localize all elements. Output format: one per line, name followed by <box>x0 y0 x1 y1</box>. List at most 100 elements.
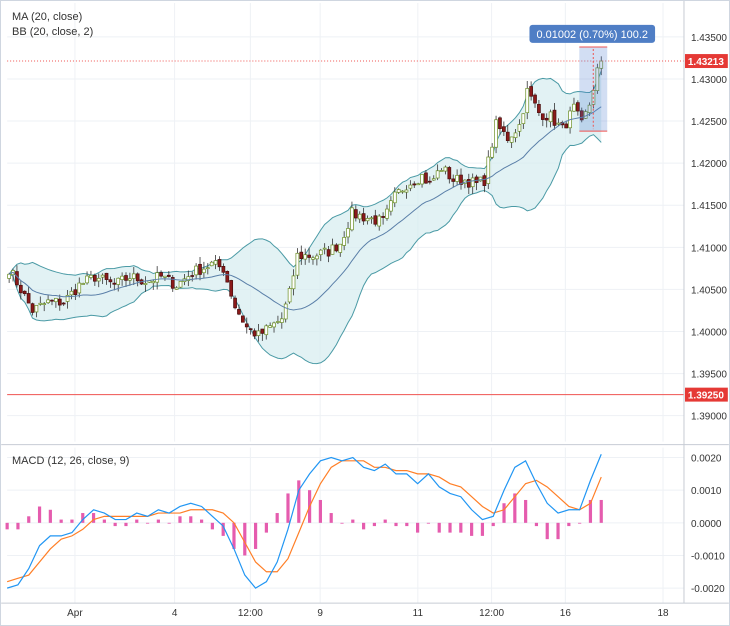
candle-body <box>85 275 89 284</box>
candle-body <box>170 277 175 289</box>
candle-body <box>303 254 308 260</box>
candle-body <box>408 184 413 189</box>
candle-body <box>237 309 241 315</box>
macd-pane <box>5 454 603 589</box>
candle-body <box>443 166 448 172</box>
macd-histogram-bar <box>437 522 441 533</box>
macd-histogram-bar <box>59 519 63 523</box>
horizontal-line-tag-label: 1.39250 <box>688 391 724 402</box>
candle-body <box>26 293 31 304</box>
candle-body <box>248 328 253 331</box>
candle-body <box>34 305 39 313</box>
candle-body <box>295 252 300 276</box>
candle-body <box>544 117 549 121</box>
candle-body <box>416 183 421 186</box>
candle-body <box>365 218 370 222</box>
candle-body <box>556 122 561 125</box>
price-tick-label: 1.43000 <box>691 75 727 86</box>
macd-legend[interactable]: MACD (12, 26, close, 9) <box>12 455 130 467</box>
time-tick-label: 16 <box>560 608 572 619</box>
candle-body <box>381 216 385 218</box>
macd-tick-label: 0.0000 <box>691 519 722 530</box>
candle-body <box>260 328 265 334</box>
candle-body <box>225 271 230 283</box>
candlesticks <box>7 56 604 342</box>
ma-legend[interactable]: MA (20, close) <box>12 11 83 23</box>
candle-body <box>268 325 272 328</box>
macd-histogram-bar <box>275 513 279 523</box>
candle-body <box>346 228 350 238</box>
candle-body <box>276 321 280 323</box>
candle-body <box>389 200 393 212</box>
ma-line <box>8 106 602 311</box>
price-tick-label: 1.40500 <box>691 285 727 296</box>
candle-body <box>525 88 530 114</box>
candle-body <box>287 288 292 303</box>
macd-histogram-bar <box>37 506 42 523</box>
candle-body <box>334 244 339 252</box>
candle-body <box>198 263 202 275</box>
macd-histogram-bar <box>405 522 409 527</box>
candle-body <box>96 277 101 282</box>
candle-body <box>428 180 432 183</box>
candle-body <box>533 94 537 104</box>
price-tick-label: 1.42500 <box>691 117 727 128</box>
candle-body <box>272 322 276 328</box>
macd-histogram-bar <box>459 522 463 533</box>
macd-histogram-bar <box>329 513 333 523</box>
macd-histogram-bar <box>243 522 247 556</box>
candle-body <box>299 251 304 260</box>
candle-body <box>167 274 171 277</box>
macd-histogram-bar <box>189 516 193 523</box>
time-tick-label: Apr <box>67 608 83 619</box>
measure-tool[interactable]: 0.01002 (0.70%) 100.2 <box>529 24 656 132</box>
macd-line <box>6 454 602 589</box>
macd-histogram-bar <box>145 522 150 524</box>
price-tick-label: 1.40000 <box>691 327 727 338</box>
candle-body <box>65 295 70 302</box>
candle-body <box>194 265 198 276</box>
bollinger-bands <box>8 70 602 365</box>
macd-histogram-bar <box>470 522 474 536</box>
candle-body <box>229 280 234 297</box>
candle-body <box>490 146 495 158</box>
current-price-tag-label: 1.43213 <box>688 57 724 68</box>
bb-legend[interactable]: BB (20, close, 2) <box>12 26 94 38</box>
price-tick-label: 1.41000 <box>691 243 727 254</box>
candle-body <box>264 325 269 336</box>
candle-body <box>517 124 522 132</box>
candle-body <box>322 247 327 250</box>
candle-body <box>412 183 417 186</box>
candle-body <box>587 104 592 113</box>
macd-histogram-bar <box>16 522 20 530</box>
macd-histogram-bar <box>556 522 560 540</box>
candle-body <box>307 254 311 258</box>
time-tick-label: 9 <box>317 608 323 619</box>
candle-body <box>104 272 109 280</box>
macd-histogram-bar <box>502 503 506 523</box>
candle-body <box>537 103 541 114</box>
candle-body <box>30 303 35 313</box>
candle-body <box>108 279 113 283</box>
candle-body <box>435 170 440 179</box>
macd-histogram-bar <box>156 519 160 523</box>
macd-histogram-bar <box>599 499 603 523</box>
macd-histogram-bar <box>491 522 495 527</box>
macd-histogram-bar <box>297 480 301 523</box>
candle-body <box>81 283 85 285</box>
bollinger-fill <box>9 71 602 364</box>
macd-histogram-bar <box>264 522 268 533</box>
candle-body <box>92 274 97 282</box>
candle-body <box>338 243 343 253</box>
candle-body <box>128 278 132 281</box>
candle-body <box>315 255 319 260</box>
candle-body <box>73 289 78 296</box>
candle-body <box>498 117 502 130</box>
macd-histogram-bar <box>167 522 171 524</box>
time-tick-label: 12:00 <box>479 608 504 619</box>
macd-histogram-bar <box>178 516 182 523</box>
candle-body <box>373 215 378 225</box>
candle-body <box>396 189 401 193</box>
